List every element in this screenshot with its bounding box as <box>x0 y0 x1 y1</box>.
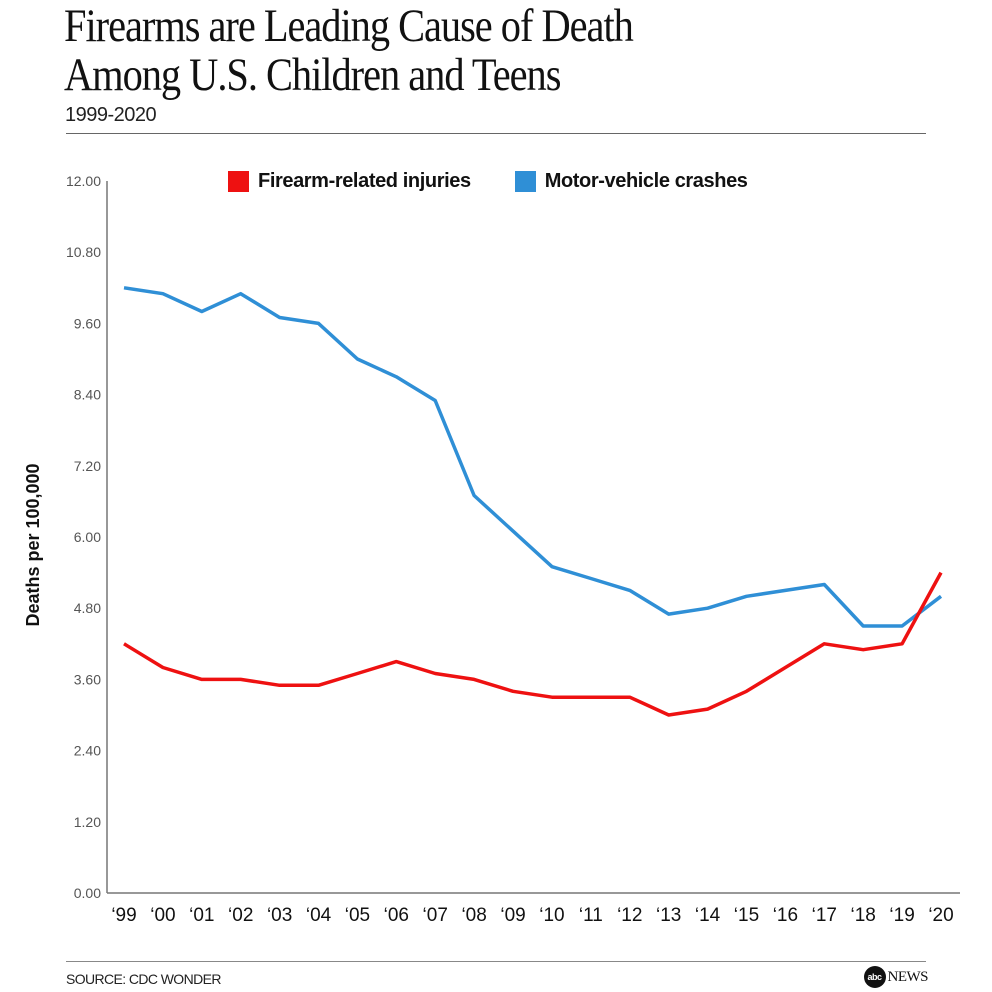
x-tick-label: ‘00 <box>150 905 175 926</box>
chart-title-line-2: Among U.S. Children and Teens <box>64 49 561 101</box>
x-tick-label: ‘15 <box>734 905 759 926</box>
y-tick-label: 10.80 <box>66 244 101 260</box>
series-line-motor-vehicle <box>123 286 943 628</box>
x-tick-label: ‘08 <box>461 905 486 926</box>
x-tick-label: ‘11 <box>579 905 603 926</box>
y-tick-label: 6.00 <box>74 529 101 545</box>
y-tick-label: 0.00 <box>74 885 101 901</box>
series-group <box>123 286 943 717</box>
legend-swatch-motor <box>514 171 536 192</box>
chart-title: Firearms are Leading Cause of Death Amon… <box>64 0 634 101</box>
legend-item-motor: Motor-vehicle crashes <box>514 170 748 193</box>
x-tick-label: ‘12 <box>617 905 642 926</box>
y-tick-label: 7.20 <box>74 458 101 474</box>
x-tick-label: ‘03 <box>267 905 292 926</box>
header-divider <box>66 133 926 134</box>
x-tick-label: ‘07 <box>423 905 448 926</box>
x-tick-label: ‘02 <box>228 905 253 926</box>
abc-news-logo: abc NEWS <box>863 966 929 988</box>
x-tick-label: ‘20 <box>928 905 953 926</box>
legend-label-firearm: Firearm-related injuries <box>258 170 471 192</box>
legend-item-firearm: Firearm-related injuries <box>228 170 471 193</box>
x-tick-label: ‘09 <box>500 905 525 926</box>
legend-label-motor: Motor-vehicle crashes <box>544 170 748 192</box>
y-tick-label: 12.00 <box>66 173 101 189</box>
x-tick-label: ‘16 <box>773 905 798 926</box>
y-tick-label: 1.20 <box>74 814 101 830</box>
x-tick-label: ‘18 <box>851 905 876 926</box>
y-axis-label: Deaths per 100,000 <box>23 463 43 626</box>
x-tick-label: ‘99 <box>111 905 136 926</box>
legend-swatch-firearm <box>228 171 249 192</box>
x-tick-label: ‘14 <box>695 905 721 926</box>
source-note: SOURCE: CDC WONDER <box>66 971 221 987</box>
x-axis-ticks: ‘99 ‘00 ‘01 ‘02 ‘03 ‘04 ‘05 ‘06 ‘07 ‘08 ‘09 ‘10 ‘11 ‘… <box>111 905 953 926</box>
y-tick-label: 2.40 <box>74 743 101 759</box>
x-tick-label: ‘05 <box>345 905 370 926</box>
x-tick-label: ‘01 <box>189 905 214 926</box>
y-tick-label: 4.80 <box>74 600 101 616</box>
x-tick-label: ‘10 <box>539 905 564 926</box>
x-tick-label: ‘17 <box>812 905 837 926</box>
y-tick-label: 9.60 <box>74 315 101 331</box>
y-tick-label: 8.40 <box>74 387 101 403</box>
abc-logo-mark: abc <box>863 966 886 988</box>
y-axis-ticks: 0.00 1.20 2.40 3.60 4.80 6.00 7.20 8.40 9.60 10.8… <box>66 173 101 901</box>
x-tick-label: ‘06 <box>384 905 409 926</box>
news-wordmark: NEWS <box>887 968 929 985</box>
legend: Firearm-related injuries Motor-vehicle c… <box>228 170 792 193</box>
x-tick-label: ‘13 <box>656 905 681 926</box>
chart-subtitle: 1999-2020 <box>65 104 157 126</box>
x-tick-label: ‘19 <box>889 905 914 926</box>
series-line-firearm <box>123 571 943 717</box>
y-tick-label: 3.60 <box>74 671 101 687</box>
chart-title-line-1: Firearms are Leading Cause of Death <box>64 0 634 52</box>
footer-divider <box>66 961 926 962</box>
x-tick-label: ‘04 <box>306 905 332 926</box>
